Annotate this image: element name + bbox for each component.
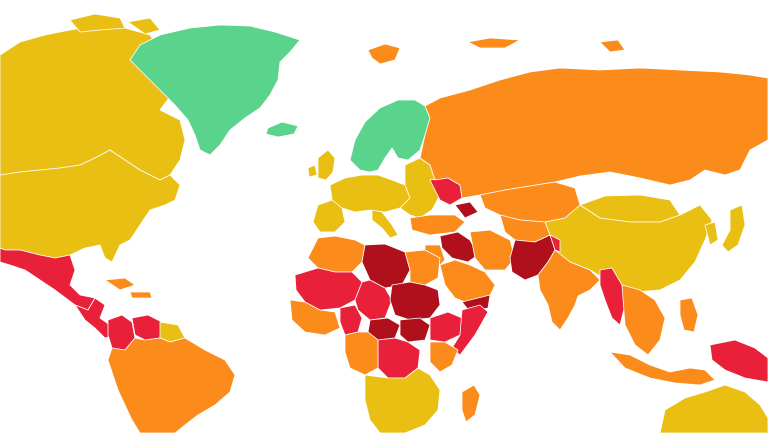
region-india[interactable] bbox=[537, 249, 601, 331]
region-west-africa[interactable] bbox=[289, 299, 341, 336]
region-iceland[interactable] bbox=[265, 121, 299, 138]
region-philippines[interactable] bbox=[679, 297, 699, 333]
region-arctic-islands[interactable] bbox=[69, 13, 161, 35]
region-venezuela[interactable] bbox=[131, 314, 163, 341]
region-australia[interactable] bbox=[659, 384, 768, 433]
region-japan[interactable] bbox=[721, 204, 746, 253]
region-papua[interactable] bbox=[709, 339, 768, 383]
region-caucasus[interactable] bbox=[454, 201, 479, 219]
region-sudan[interactable] bbox=[389, 281, 441, 321]
region-indonesia[interactable] bbox=[609, 351, 716, 386]
region-mexico[interactable] bbox=[0, 247, 96, 311]
region-greenland[interactable] bbox=[129, 24, 301, 156]
region-central-africa[interactable] bbox=[344, 331, 379, 376]
region-south-america[interactable] bbox=[107, 337, 236, 433]
region-europe-west[interactable] bbox=[329, 174, 411, 213]
region-kenya[interactable] bbox=[429, 341, 459, 373]
region-italy[interactable] bbox=[371, 209, 399, 239]
region-norway-sweden-finland[interactable] bbox=[349, 99, 431, 173]
region-madagascar[interactable] bbox=[461, 384, 481, 423]
region-south-sudan[interactable] bbox=[399, 317, 431, 343]
region-iberia[interactable] bbox=[312, 199, 346, 233]
region-southeast-asia[interactable] bbox=[621, 284, 666, 356]
region-russia[interactable] bbox=[419, 67, 768, 199]
region-iran[interactable] bbox=[469, 229, 516, 271]
region-svalbard[interactable] bbox=[367, 37, 626, 65]
region-southern-africa[interactable] bbox=[364, 367, 441, 433]
region-syria-iraq[interactable] bbox=[439, 231, 479, 263]
region-north-africa[interactable] bbox=[307, 235, 366, 273]
region-korea[interactable] bbox=[704, 221, 719, 246]
region-egypt[interactable] bbox=[404, 249, 441, 286]
region-turkey[interactable] bbox=[409, 214, 466, 236]
region-somalia[interactable] bbox=[451, 304, 489, 356]
region-caribbean[interactable] bbox=[104, 277, 153, 299]
region-uk-ireland[interactable] bbox=[307, 149, 336, 181]
region-saudi-arabia[interactable] bbox=[439, 259, 496, 306]
region-myanmar[interactable] bbox=[599, 267, 626, 326]
region-ethiopia[interactable] bbox=[429, 311, 463, 343]
